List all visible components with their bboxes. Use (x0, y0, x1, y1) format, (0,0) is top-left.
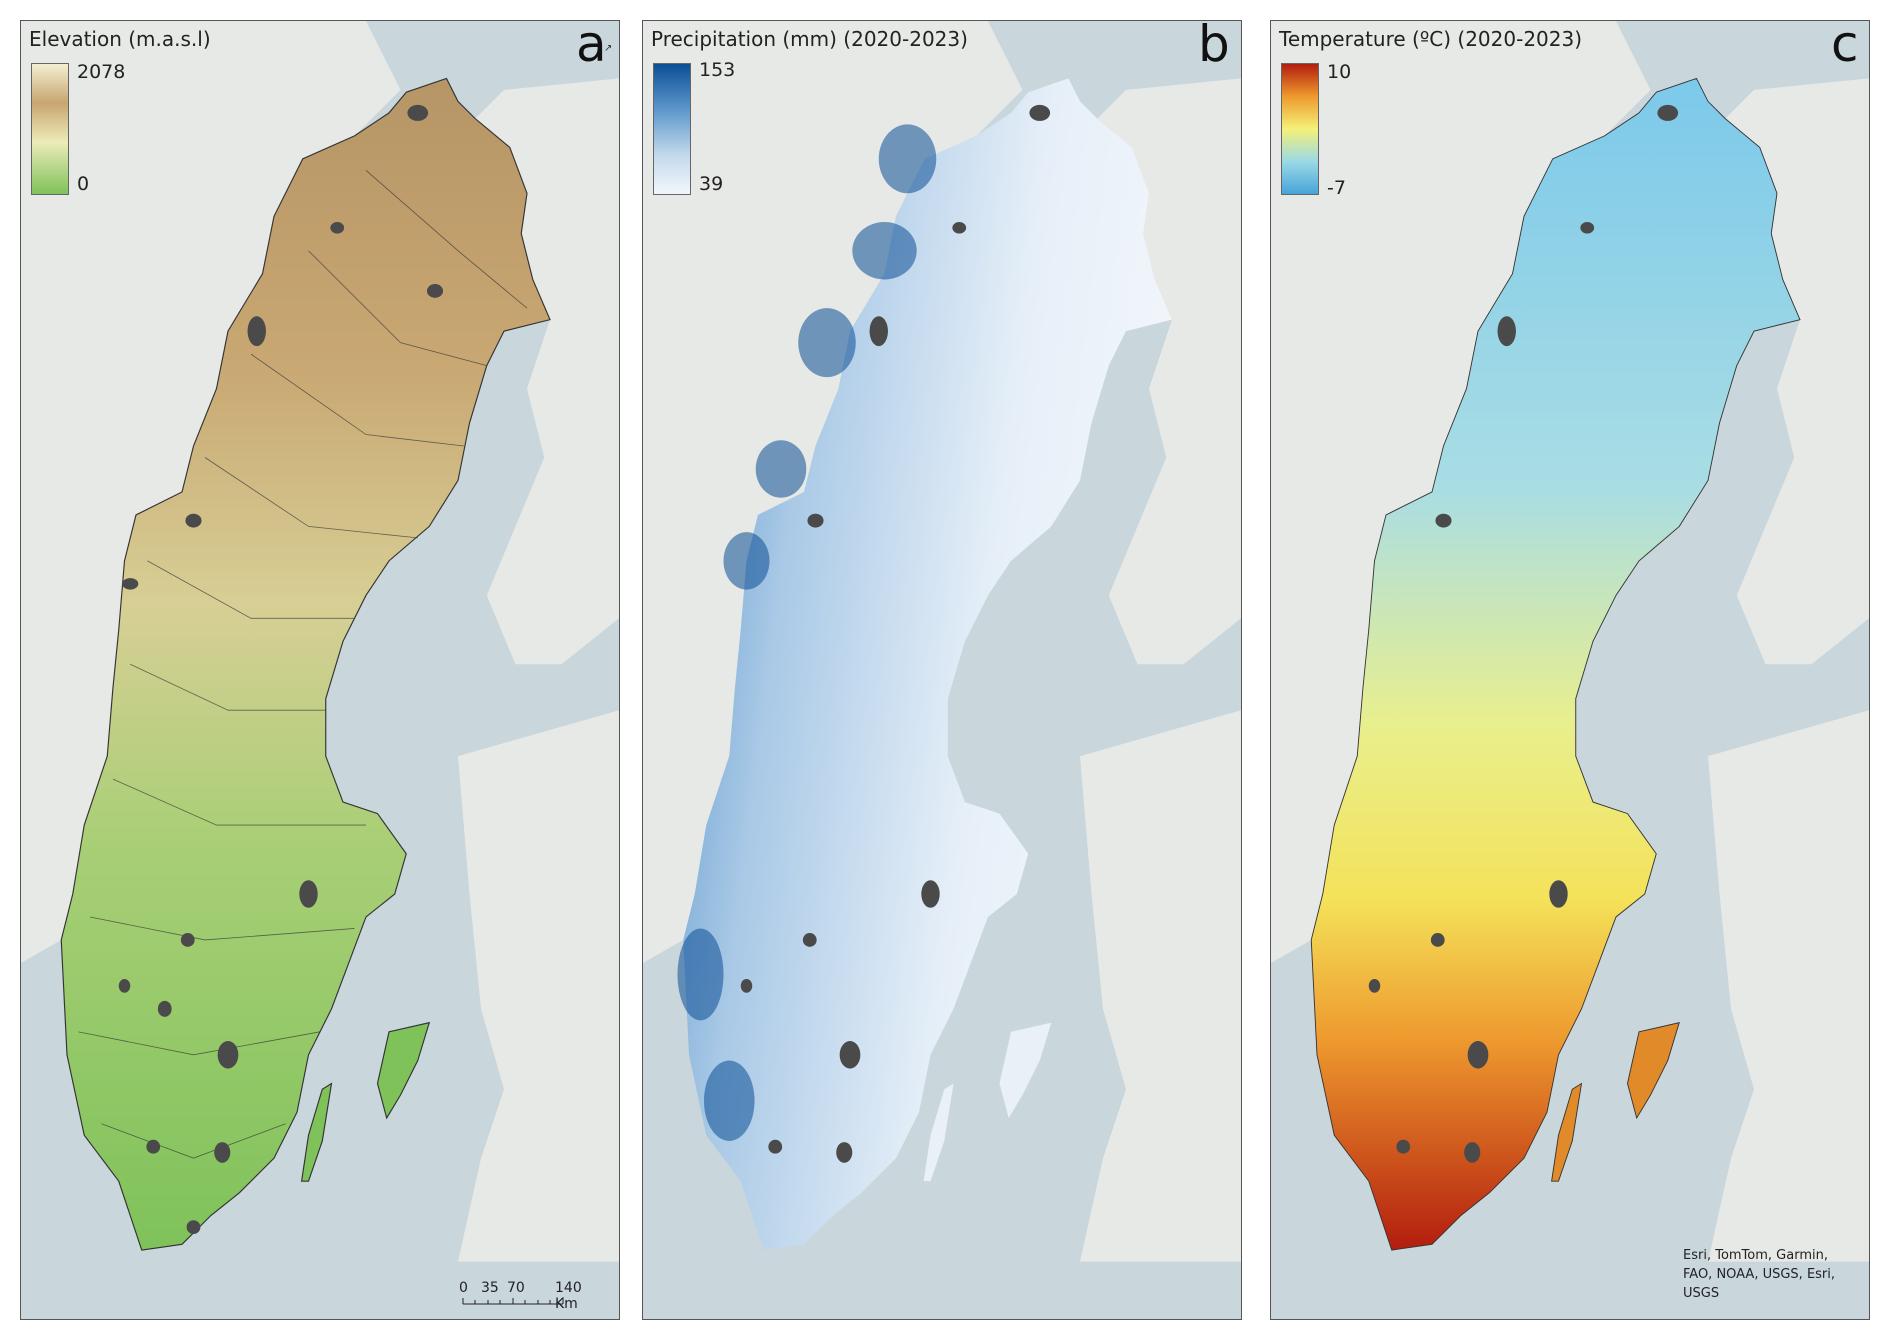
credit-line: USGS (1683, 1286, 1720, 1301)
precipitation-map-panel: Precipitation (mm) (2020-2023) 153 39 b (642, 20, 1242, 1320)
elevation-map-panel: Elevation (m.a.s.l) 2078 0 a ↗ 0 35 70 1… (20, 20, 620, 1320)
legend-max-label: 153 (699, 59, 736, 81)
legend-min-label: 39 (699, 173, 724, 195)
legend-title: Elevation (m.a.s.l) (29, 27, 211, 51)
legend-title: Temperature (ºC) (2020-2023) (1279, 27, 1583, 51)
map-credits: Esri, TomTom, Garmin, FAO, NOAA, USGS, E… (1683, 1246, 1869, 1303)
legend-title: Precipitation (mm) (2020-2023) (651, 27, 968, 51)
elevation-map[interactable] (21, 21, 619, 1319)
panel-letter: b (1198, 20, 1230, 73)
precipitation-color-ramp (653, 63, 691, 195)
scale-label-0: 0 (459, 1280, 468, 1296)
precipitation-map[interactable] (643, 21, 1241, 1319)
scale-label-70: 70 (507, 1280, 525, 1296)
scale-label-35: 35 (481, 1280, 499, 1296)
temperature-map-panel: Temperature (ºC) (2020-2023) 10 -7 c Esr… (1270, 20, 1870, 1320)
legend-max-label: 2078 (77, 61, 126, 83)
elevation-color-ramp (31, 63, 69, 195)
temperature-map[interactable] (1271, 21, 1869, 1319)
scale-bar: 0 35 70 140 Km (459, 1280, 599, 1312)
legend-min-label: 0 (77, 173, 90, 195)
panel-letter: a (576, 20, 607, 73)
legend-min-label: -7 (1327, 177, 1346, 199)
panel-letter: c (1831, 20, 1859, 73)
legend-max-label: 10 (1327, 61, 1352, 83)
credit-line: FAO, NOAA, USGS, Esri, (1683, 1267, 1836, 1282)
north-arrow-icon: ↗ (604, 43, 613, 54)
scale-label-140: 140 Km (555, 1280, 582, 1312)
temperature-color-ramp (1281, 63, 1319, 195)
credit-line: Esri, TomTom, Garmin, (1683, 1248, 1828, 1263)
